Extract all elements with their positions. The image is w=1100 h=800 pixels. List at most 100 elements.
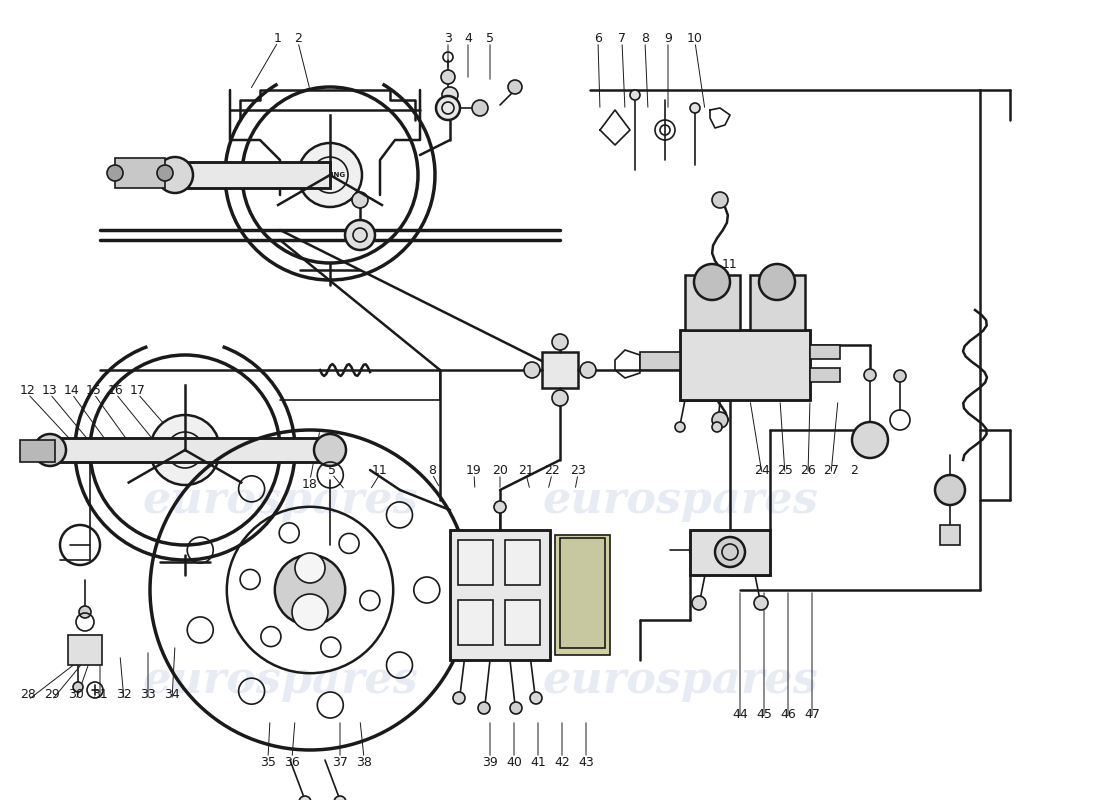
Bar — [556, 535, 610, 655]
Circle shape — [759, 264, 795, 300]
Circle shape — [690, 103, 700, 113]
Circle shape — [275, 555, 345, 626]
Text: 8: 8 — [428, 463, 436, 477]
Bar — [542, 352, 578, 388]
Bar — [560, 538, 605, 648]
Circle shape — [314, 434, 346, 466]
Circle shape — [442, 87, 458, 103]
Text: 12: 12 — [20, 383, 36, 397]
Circle shape — [754, 596, 768, 610]
Circle shape — [494, 501, 506, 513]
Circle shape — [298, 143, 362, 207]
Text: eurospares: eurospares — [542, 478, 818, 522]
Bar — [175, 162, 330, 188]
Circle shape — [436, 96, 460, 120]
Text: 17: 17 — [130, 383, 146, 397]
Text: 2: 2 — [294, 31, 301, 45]
Circle shape — [530, 692, 542, 704]
Text: 7: 7 — [618, 31, 626, 45]
Text: eurospares: eurospares — [542, 658, 818, 702]
Circle shape — [352, 192, 368, 208]
Text: 33: 33 — [140, 689, 156, 702]
Circle shape — [712, 192, 728, 208]
Text: 4: 4 — [464, 31, 472, 45]
Text: 28: 28 — [20, 689, 36, 702]
Text: 1: 1 — [274, 31, 282, 45]
Bar — [940, 525, 960, 545]
Text: 25: 25 — [777, 463, 793, 477]
Text: 31: 31 — [92, 689, 108, 702]
Circle shape — [715, 537, 745, 567]
Text: 29: 29 — [44, 689, 59, 702]
Circle shape — [295, 553, 324, 583]
Circle shape — [712, 412, 728, 428]
Text: 27: 27 — [823, 463, 839, 477]
Bar — [690, 530, 770, 575]
Text: 11: 11 — [722, 258, 738, 271]
Text: 22: 22 — [544, 463, 560, 477]
Circle shape — [580, 362, 596, 378]
Text: GIRLING: GIRLING — [314, 172, 346, 178]
Text: 8: 8 — [641, 31, 649, 45]
Text: 18: 18 — [302, 478, 318, 491]
Text: 34: 34 — [164, 689, 180, 702]
Text: 43: 43 — [579, 755, 594, 769]
Text: 14: 14 — [64, 383, 80, 397]
Circle shape — [864, 369, 876, 381]
Circle shape — [453, 692, 465, 704]
Text: 3: 3 — [444, 31, 452, 45]
Text: 5: 5 — [328, 463, 336, 477]
Text: 20: 20 — [492, 463, 508, 477]
Bar — [505, 540, 540, 585]
Bar — [116, 158, 165, 188]
Text: 6: 6 — [594, 31, 602, 45]
Circle shape — [107, 165, 123, 181]
Bar — [20, 440, 55, 462]
Circle shape — [34, 434, 66, 466]
Circle shape — [292, 594, 328, 630]
Circle shape — [692, 596, 706, 610]
Circle shape — [852, 422, 888, 458]
Circle shape — [472, 100, 488, 116]
Bar — [810, 345, 840, 359]
Circle shape — [150, 415, 220, 485]
Text: 19: 19 — [466, 463, 482, 477]
Bar — [50, 438, 330, 462]
Circle shape — [630, 90, 640, 100]
Text: 10: 10 — [688, 31, 703, 45]
Text: 2: 2 — [850, 463, 858, 477]
Bar — [690, 530, 770, 575]
Bar — [50, 438, 330, 462]
Circle shape — [894, 370, 906, 382]
Text: 11: 11 — [372, 463, 388, 477]
Text: 39: 39 — [482, 755, 498, 769]
Circle shape — [478, 702, 490, 714]
Text: 16: 16 — [108, 383, 124, 397]
Bar — [458, 600, 493, 645]
Text: 45: 45 — [756, 709, 772, 722]
Text: 5: 5 — [486, 31, 494, 45]
Bar — [640, 352, 680, 370]
Text: 40: 40 — [506, 755, 521, 769]
Text: 15: 15 — [86, 383, 102, 397]
Bar — [685, 275, 740, 330]
Circle shape — [694, 264, 730, 300]
Text: 46: 46 — [780, 709, 796, 722]
Text: 24: 24 — [755, 463, 770, 477]
Circle shape — [675, 422, 685, 432]
Bar — [450, 530, 550, 660]
Text: GIRLING: GIRLING — [169, 447, 201, 453]
Text: 21: 21 — [518, 463, 534, 477]
Bar — [450, 530, 550, 660]
Text: 47: 47 — [804, 709, 820, 722]
Text: 35: 35 — [260, 755, 276, 769]
Circle shape — [157, 165, 173, 181]
Text: 38: 38 — [356, 755, 372, 769]
Bar — [68, 635, 102, 665]
Circle shape — [712, 422, 722, 432]
Text: 42: 42 — [554, 755, 570, 769]
Circle shape — [345, 220, 375, 250]
Text: 9: 9 — [664, 31, 672, 45]
Text: 32: 32 — [117, 689, 132, 702]
Bar — [750, 275, 805, 330]
